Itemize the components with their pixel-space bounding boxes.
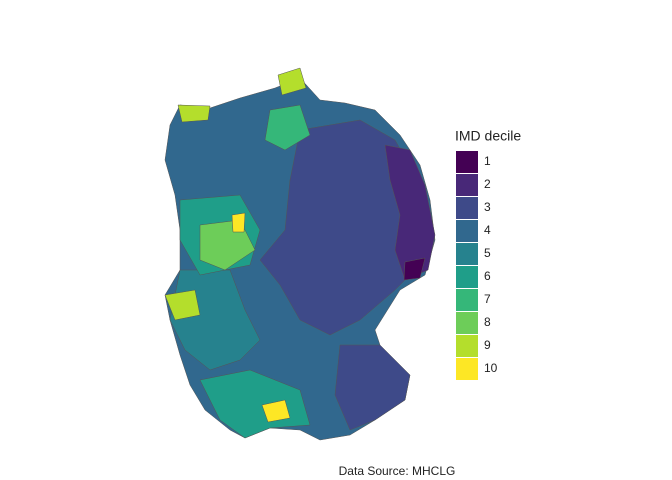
legend-swatch <box>456 174 478 196</box>
legend-label: 2 <box>484 177 491 191</box>
caption: Data Source: MHCLG <box>339 464 456 478</box>
legend-swatch <box>456 335 478 357</box>
legend-label: 6 <box>484 269 491 283</box>
legend-swatch <box>456 243 478 265</box>
legend-label: 3 <box>484 200 491 214</box>
legend-swatch <box>456 197 478 219</box>
region <box>199 369 311 439</box>
region <box>264 104 311 151</box>
legend-label: 5 <box>484 246 491 260</box>
region <box>164 289 201 321</box>
legend-title: IMD decile <box>455 128 521 144</box>
legend-swatch <box>456 358 478 380</box>
legend: 1 2 3 4 5 6 7 8 9 10 <box>456 151 498 380</box>
region <box>277 67 307 96</box>
region <box>177 104 211 123</box>
legend-swatch <box>456 266 478 288</box>
legend-label: 4 <box>484 223 491 237</box>
region <box>403 257 426 281</box>
legend-label: 10 <box>484 361 498 375</box>
legend-label: 7 <box>484 292 491 306</box>
legend-swatch <box>456 289 478 311</box>
legend-swatch <box>456 312 478 334</box>
map <box>164 67 436 441</box>
legend-label: 1 <box>484 154 491 168</box>
region <box>261 399 291 423</box>
legend-swatch <box>456 220 478 242</box>
region <box>231 212 246 233</box>
region <box>334 344 411 431</box>
legend-label: 9 <box>484 338 491 352</box>
legend-label: 8 <box>484 315 491 329</box>
legend-swatch <box>456 151 478 173</box>
